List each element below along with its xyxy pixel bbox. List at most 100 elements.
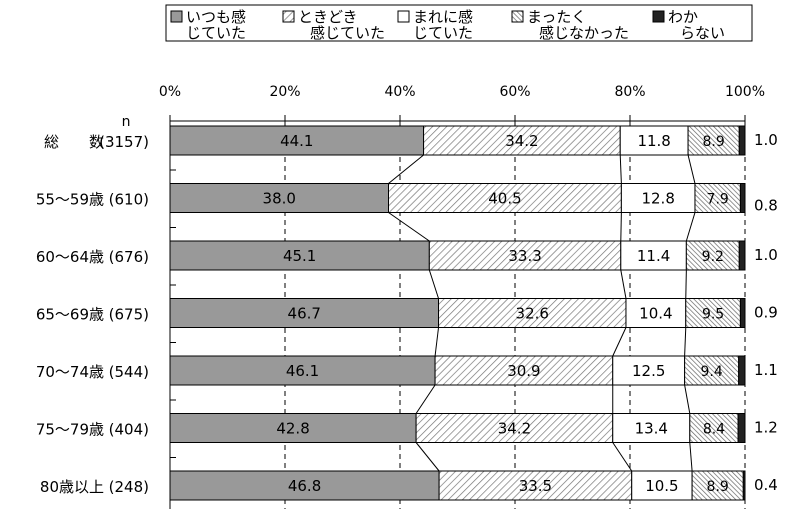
bar-value-label: 42.8 [276, 420, 309, 438]
bar-segment [685, 240, 740, 271]
bar-segment [169, 413, 417, 443]
connector-line [415, 384, 436, 414]
connector-line [612, 442, 633, 472]
legend-label-line: ときどき [298, 8, 358, 26]
bar-value-label: 8.9 [707, 479, 729, 495]
bar-value-label: 1.0 [754, 246, 778, 264]
bar-value-label: 7.9 [707, 192, 729, 208]
connector-line [684, 327, 687, 357]
connector-line [388, 212, 430, 242]
bar-segment [415, 413, 614, 443]
legend-label-line: じていた [413, 24, 473, 42]
bar-value-label: 33.3 [508, 247, 541, 265]
legend-label: ときどき感じていた [298, 8, 385, 42]
x-tick-label: 40% [384, 84, 415, 100]
bar-value-label: 45.1 [283, 247, 316, 265]
bar-value-label: 32.6 [516, 305, 549, 323]
connector-lines [388, 154, 696, 472]
bar-segment [738, 240, 746, 271]
bar-segment [685, 298, 741, 328]
bar-value-label: 33.5 [519, 477, 552, 495]
category-n-label: (610) [109, 191, 149, 209]
bar-value-label: 10.4 [639, 305, 672, 323]
bar-value-label: 40.5 [488, 190, 521, 208]
x-tick-label: 60% [499, 84, 530, 100]
bar-segment [620, 240, 687, 271]
x-tick-label: 0% [159, 84, 181, 100]
category-label: 60～64歳 [36, 248, 104, 266]
bars: 44.1 34.2 11.8 8.9 1.0 38.0 40.5 12.8 7.9 0.8 45.1… [169, 125, 778, 501]
bar-segment [169, 355, 436, 386]
category-label: 80歳以上 [40, 478, 104, 496]
bar-segment [684, 355, 740, 386]
bar-value-label: 34.2 [505, 132, 538, 150]
legend-swatch [282, 10, 295, 23]
bar-value-label: 11.8 [637, 132, 670, 150]
bar-segment [438, 470, 633, 501]
category-label: 75～79歳 [36, 421, 104, 439]
bar-segment [438, 298, 627, 328]
connector-line [687, 154, 696, 184]
bar-segment [738, 355, 746, 386]
connector-line [685, 269, 687, 299]
bar-segment [739, 298, 746, 328]
x-tick-label: 20% [269, 84, 300, 100]
bar-value-label: 1.0 [754, 131, 778, 149]
legend-label-line: らない [680, 24, 725, 42]
bar-value-label: 8.9 [703, 134, 725, 150]
bar-segment [423, 125, 621, 156]
bar-segment [388, 183, 622, 213]
legend-swatch [511, 10, 524, 23]
bar-value-label: 30.9 [507, 362, 540, 380]
bar-value-label: 38.0 [263, 190, 296, 208]
category-n-label: (675) [109, 306, 149, 324]
connector-line [428, 269, 440, 299]
bar-value-label: 0.9 [754, 304, 778, 322]
bar-value-label: 10.5 [645, 477, 678, 495]
bar-value-label: 11.4 [637, 247, 670, 265]
legend-label-line: まったく [527, 8, 586, 26]
bar-value-label: 46.8 [288, 477, 321, 495]
bar-value-label: 1.2 [754, 419, 778, 437]
x-tick-label: 100% [725, 84, 765, 100]
legend-label: まったく感じなかった [527, 8, 629, 42]
bar-value-label: 46.1 [286, 362, 319, 380]
bar-value-label: 12.8 [641, 190, 674, 208]
category-labels: 総 数(3157) 55～59歳 (610) 60～64歳 (676) 65～69歳 (67… [36, 133, 149, 496]
bar-value-label: 0.8 [754, 197, 778, 215]
bar-segment [737, 413, 746, 443]
legend-label: いつも感じていた [186, 8, 246, 42]
x-axis: 0% 20% 40% 60% 80% 100% n [122, 84, 765, 509]
connector-line [434, 327, 440, 357]
bar-value-label: 12.5 [632, 362, 665, 380]
category-n-label: (3157) [99, 133, 149, 151]
connector-line [684, 384, 691, 414]
connector-line [689, 442, 693, 472]
bar-segment [739, 183, 746, 213]
legend-label-line: いつも感 [186, 8, 246, 26]
bar-value-label: 34.2 [498, 420, 531, 438]
category-n-label: (248) [109, 478, 149, 496]
bar-segment [687, 125, 740, 156]
bar-segment [738, 125, 746, 156]
bar-value-label: 1.1 [754, 361, 778, 379]
bar-segment [620, 183, 696, 213]
legend-swatch [652, 10, 665, 23]
bar-segment [169, 470, 440, 501]
bar-value-label: 9.5 [702, 307, 724, 323]
category-n-label: (404) [109, 421, 149, 439]
category-label: 70～74歳 [36, 363, 104, 381]
category-n-label: (544) [109, 363, 149, 381]
legend-label-line: 感じなかった [539, 24, 629, 42]
connector-line [415, 442, 440, 472]
bar-value-label: 13.4 [635, 420, 668, 438]
legend-label-line: まれに感 [413, 8, 473, 26]
legend-swatch [170, 10, 183, 23]
category-label: 55～59歳 [36, 191, 104, 209]
bar-segment [612, 413, 691, 443]
n-header-label: n [122, 114, 131, 130]
bar-segment [169, 298, 440, 328]
bar-value-label: 44.1 [280, 132, 313, 150]
